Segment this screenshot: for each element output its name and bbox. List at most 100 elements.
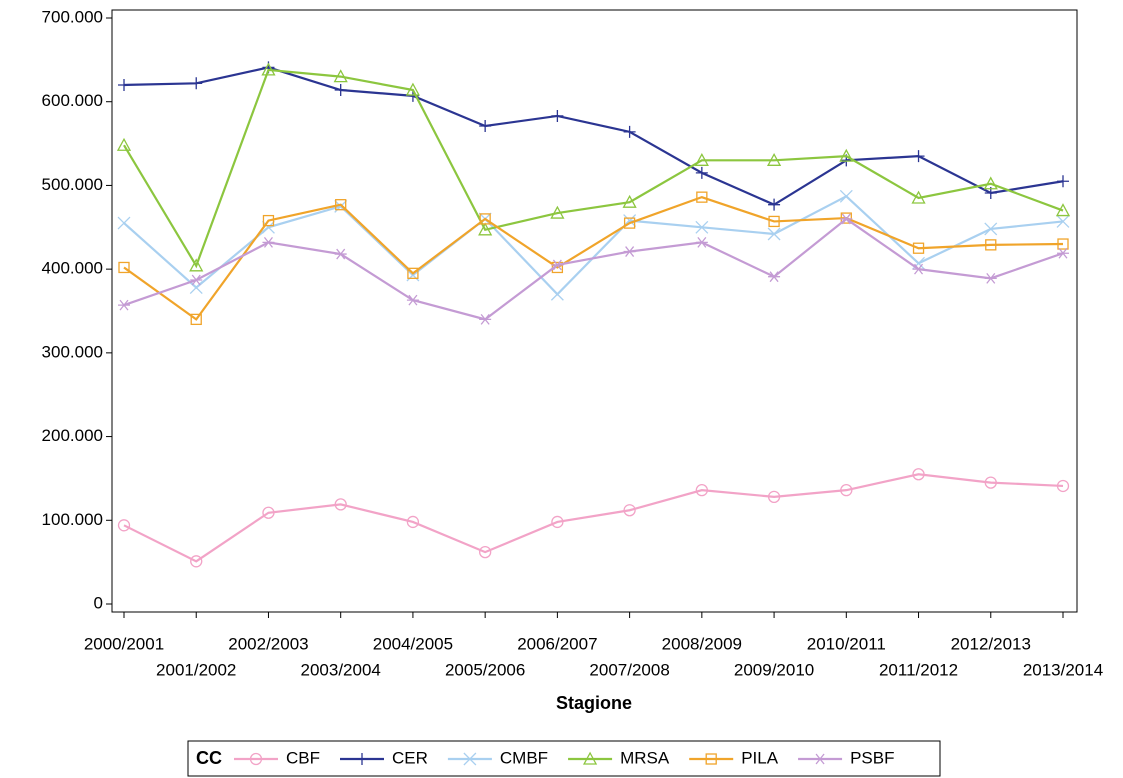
marker	[767, 227, 781, 241]
marker	[840, 212, 852, 224]
x-tick-label: 2008/2009	[662, 634, 742, 653]
marker	[912, 150, 925, 163]
marker	[695, 236, 708, 248]
marker	[840, 213, 853, 225]
marker	[334, 83, 347, 96]
legend-label: MRSA	[620, 748, 670, 767]
y-tick-label: 400.000	[42, 259, 103, 278]
marker	[695, 220, 709, 234]
marker	[1056, 214, 1070, 228]
marker	[262, 506, 275, 519]
marker	[334, 498, 347, 511]
marker	[767, 490, 781, 503]
series-line	[123, 217, 1064, 321]
marker	[814, 753, 827, 765]
marker	[623, 246, 636, 257]
marker	[463, 752, 477, 766]
x-axis-label: Stagione	[556, 693, 632, 713]
marker	[839, 148, 854, 162]
series-line	[123, 66, 1064, 206]
marker	[118, 261, 130, 274]
marker	[190, 274, 203, 286]
marker	[912, 468, 925, 481]
marker	[1057, 175, 1069, 188]
marker	[406, 515, 420, 529]
legend-label: PILA	[741, 748, 779, 767]
marker	[694, 152, 709, 166]
marker	[912, 242, 925, 254]
marker	[356, 753, 368, 765]
marker	[262, 214, 275, 227]
marker	[984, 476, 997, 489]
legend: CC CBF CER CMBF MRSA PILA PSBF	[187, 740, 941, 777]
marker	[550, 205, 565, 219]
marker	[116, 137, 132, 151]
series-line	[123, 473, 1064, 563]
marker	[839, 189, 853, 203]
x-tick-label: 2006/2007	[517, 634, 597, 653]
y-tick-label: 100.000	[42, 510, 103, 529]
x-tick-label: 2001/2002	[156, 660, 236, 679]
marker	[984, 272, 997, 284]
marker	[262, 220, 275, 234]
legend-label: PSBF	[850, 748, 894, 767]
marker	[479, 545, 492, 559]
marker	[249, 752, 263, 766]
x-tick-label: 2000/2001	[84, 634, 164, 653]
marker	[118, 78, 130, 91]
marker	[1057, 247, 1069, 259]
marker	[117, 519, 131, 532]
x-tick-label: 2010/2011	[807, 634, 886, 653]
plot-frame	[111, 9, 1078, 613]
y-tick-label: 500.000	[42, 175, 103, 194]
x-tick-label: 2007/2008	[589, 660, 669, 679]
marker	[479, 313, 492, 325]
marker	[768, 271, 781, 283]
marker	[705, 753, 717, 765]
marker	[984, 222, 998, 236]
marker	[189, 281, 203, 295]
marker	[261, 62, 276, 76]
legend-title: CC	[196, 748, 222, 768]
marker	[696, 191, 708, 203]
marker	[1057, 238, 1069, 250]
marker	[190, 313, 202, 326]
marker	[262, 236, 275, 248]
marker	[840, 483, 853, 497]
marker	[479, 213, 491, 225]
marker	[983, 176, 998, 190]
marker	[334, 199, 348, 213]
marker	[623, 125, 636, 138]
marker	[406, 294, 419, 306]
marker	[1055, 203, 1071, 217]
x-tick-label: 2012/2013	[951, 634, 1031, 653]
marker	[695, 483, 708, 497]
marker	[911, 190, 926, 204]
legend-label: CER	[392, 748, 428, 767]
marker	[582, 751, 598, 765]
y-tick-label: 200.000	[42, 426, 103, 445]
marker	[551, 515, 564, 529]
x-tick-label: 2013/2014	[1023, 660, 1103, 679]
x-tick-label: 2003/2004	[301, 660, 381, 679]
legend-label: CMBF	[500, 748, 548, 767]
x-tick-label: 2004/2005	[373, 634, 453, 653]
y-tick-label: 0	[94, 593, 103, 612]
x-tick-label: 2005/2006	[445, 660, 525, 679]
marker	[407, 267, 419, 279]
series-line	[123, 68, 1064, 269]
marker	[768, 198, 781, 211]
y-tick-label: 700.000	[42, 7, 103, 26]
y-tick-label: 600.000	[42, 91, 103, 110]
marker	[623, 504, 636, 517]
marker	[190, 77, 203, 90]
marker	[768, 215, 780, 228]
marker	[550, 287, 564, 301]
marker	[118, 299, 130, 311]
marker	[479, 119, 492, 132]
x-tick-label: 2009/2010	[734, 660, 814, 679]
marker	[695, 166, 708, 179]
marker	[551, 109, 564, 122]
